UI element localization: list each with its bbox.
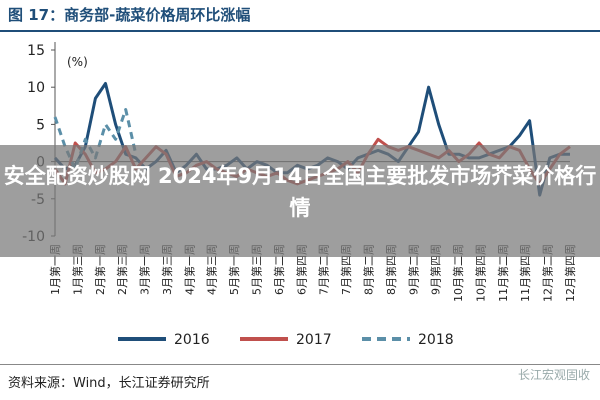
x-tick-label: 11月第四周 bbox=[518, 244, 532, 302]
source-note: 资料来源：Wind，长江证券研究所 bbox=[8, 376, 210, 391]
overlay-text: 安全配资炒股网 2024年9月14日全国主要批发市场芥菜价格行情 bbox=[3, 164, 597, 220]
y-tick-label: 15 bbox=[27, 43, 45, 59]
y-tick-label: 10 bbox=[27, 80, 45, 96]
x-tick-label: 12月第二周 bbox=[541, 244, 555, 302]
legend-label-2018: 2018 bbox=[418, 332, 454, 348]
y-tick-label: 5 bbox=[36, 117, 45, 133]
x-tick-label: 12月第四周 bbox=[563, 244, 577, 302]
overlay-banner bbox=[0, 145, 600, 257]
watermark: 长江宏观固收 bbox=[517, 368, 590, 382]
legend: 2016 2017 2018 bbox=[118, 332, 454, 348]
x-tick-label: 10月第二周 bbox=[451, 244, 465, 302]
legend-label-2017: 2017 bbox=[296, 332, 332, 348]
unit-label: (%) bbox=[67, 55, 88, 69]
title-rule bbox=[0, 30, 600, 32]
x-tick-label: 10月第四周 bbox=[473, 244, 487, 302]
source-rule bbox=[0, 364, 600, 365]
figure-title: 图 17：商务部-蔬菜价格周环比涨幅 bbox=[8, 6, 251, 24]
x-tick-label: 11月第二周 bbox=[496, 244, 510, 302]
legend-label-2016: 2016 bbox=[174, 332, 210, 348]
